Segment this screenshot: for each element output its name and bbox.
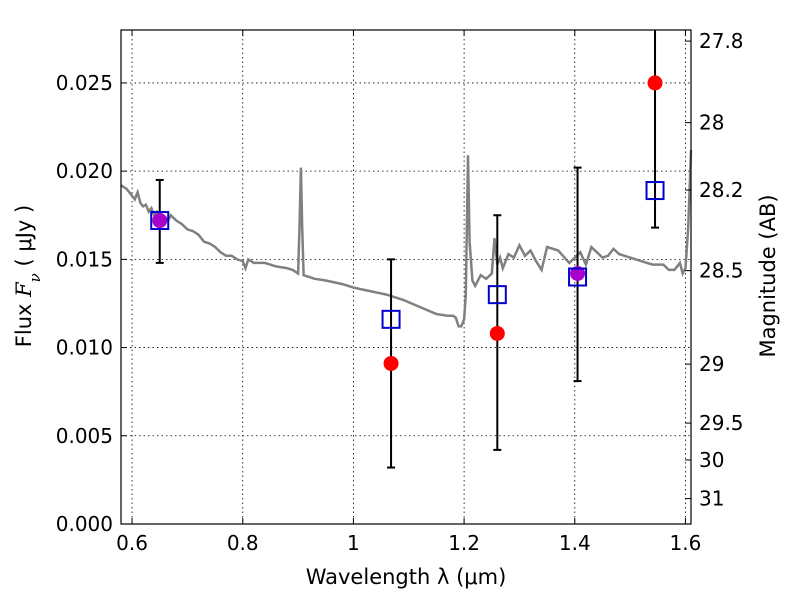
observed-points [152,75,663,371]
grid-lines [121,30,691,524]
y-tick-label: 0.025 [56,71,113,95]
x-tick-label: 0.8 [227,531,259,555]
observed-point [152,213,168,229]
y-tick-label: 0.010 [56,336,113,360]
model-photometry-point [381,309,401,329]
y-tick-label: 0.015 [56,247,113,271]
model-photometry-point [150,211,170,231]
y-tick-labels: 0.000 0.005 0.010 0.015 0.020 0.025 [56,71,113,536]
model-sed-line [120,149,693,328]
model-photometry-point [645,181,665,201]
x-tick-label: 1.4 [559,531,591,555]
x-tick-label: 0.6 [116,531,148,555]
observed-point [489,325,505,341]
y2-tick-label: 29.5 [699,411,744,435]
axis-ticks [121,30,691,525]
observed-point [647,75,663,91]
y2-tick-label: 28.5 [699,259,744,283]
x-axis-label: Wavelength λ (μm) [306,565,507,589]
x-tick-label: 1.6 [670,531,702,555]
axes-frame [120,29,692,525]
y-axis-label: Flux Fν ( μJy ) [12,205,44,347]
y2-tick-label: 30 [699,448,724,472]
model-photometry-point [487,285,507,305]
model-photometry-point [568,267,588,287]
x-tick-labels: 0.6 0.8 1 1.2 1.4 1.6 [116,531,701,555]
y-tick-label: 0.020 [56,159,113,183]
y2-tick-label: 28 [699,111,724,135]
x-tick-label: 1.2 [448,531,480,555]
y2-tick-labels: 27.8 28 28.2 28.5 29 29.5 30 31 [699,29,744,510]
observed-point [570,265,586,281]
y2-tick-label: 31 [699,487,724,511]
x-tick-label: 1 [347,531,360,555]
plot-area [120,30,693,469]
y-tick-label: 0.000 [56,512,113,536]
error-bars [155,30,660,469]
y-tick-label: 0.005 [56,424,113,448]
y2-tick-label: 29 [699,352,724,376]
observed-point [383,355,399,371]
y2-tick-label: 28.2 [699,178,744,202]
y2-axis-label: Magnitude (AB) [756,194,780,357]
y2-tick-label: 27.8 [699,29,744,53]
model-photometry-points [150,181,665,329]
